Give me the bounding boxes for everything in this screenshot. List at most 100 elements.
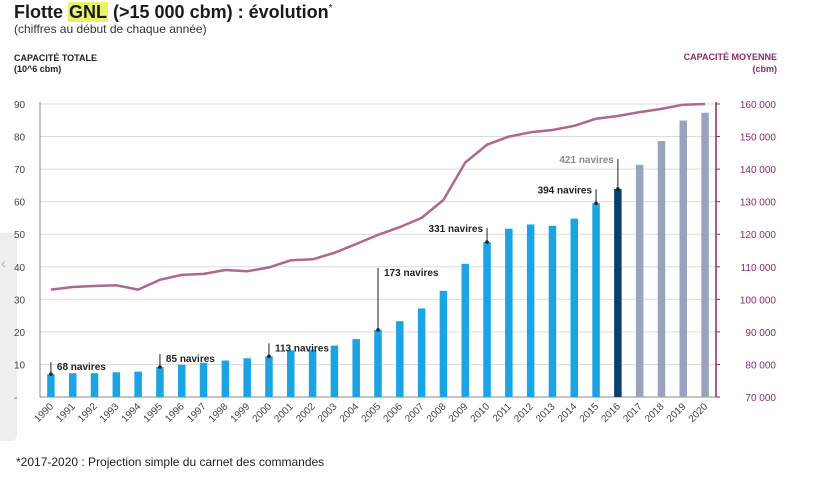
x-axis-tick-label: 2005 [360,401,384,425]
x-axis-tick-label: 2001 [272,401,296,425]
annotation-label: 394 navires [538,185,593,196]
left-axis-tick-label: 80 [14,133,26,144]
bar-1996 [177,364,186,397]
right-axis-tick-label: 120 000 [740,230,777,241]
annotation-dot [158,365,162,369]
right-axis-title: CAPACITÉ MOYENNE (cbm) [683,52,777,74]
x-axis-tick-label: 2000 [251,401,275,425]
bar-2016 [614,188,622,397]
chevron-left-icon: ‹ [1,255,6,271]
bar-1993 [112,372,121,397]
left-axis-tick-label: 30 [14,295,26,306]
bar-1991 [68,373,77,397]
x-axis-tick-label: 2011 [491,401,514,424]
left-axis-tick-label: - [14,393,17,404]
bar-2001 [287,350,295,397]
x-axis-tick-label: 1999 [229,401,253,425]
x-axis-tick-label: 2014 [556,401,580,425]
annotation-label: 331 navires [429,224,484,235]
annotation-label: 68 navires [57,362,106,373]
right-axis-tick-label: 110 000 [741,263,777,274]
left-axis-tick-label: 90 [14,100,26,111]
x-axis-tick-label: 2012 [512,401,536,425]
bar-2009 [461,263,469,397]
x-axis-tick-label: 2016 [599,401,623,425]
x-axis-tick-label: 2008 [425,401,449,425]
x-axis-tick-label: 1998 [207,401,231,425]
bar-2015 [592,203,600,397]
left-axis-tick-label: 50 [14,230,26,241]
bar-1997 [199,362,208,397]
bar-2010 [483,242,491,397]
bar-2003 [330,345,339,397]
bar-2006 [396,321,404,397]
annotation-label: 85 navires [166,354,215,365]
annotation-label: 173 navires [384,268,439,279]
bar-2007 [417,308,426,397]
right-axis-tick-label: 80 000 [745,360,776,371]
x-axis-tick-label: 2006 [381,401,405,425]
bar-1990 [47,374,55,397]
bar-2002 [308,349,317,397]
bar-2000 [265,356,273,397]
bar-2013 [548,225,557,397]
x-axis-tick-label: 1991 [54,401,78,425]
footnote: *2017-2020 : Projection simple du carnet… [16,455,325,469]
x-axis-tick-label: 2013 [534,401,558,425]
chart-title: Flotte GNL (>15 000 cbm) : évolution* [14,2,333,22]
annotation-dot [376,328,380,332]
annotation-dot [594,201,598,206]
left-axis-tick-label: 60 [14,198,26,209]
x-axis-tick-label: 2009 [447,401,471,425]
x-axis-tick-label: 2003 [316,401,340,425]
bar-2020 [701,112,709,397]
bar-2019 [679,120,688,397]
chart-area: - 10 20 30 40 50 60 70 80 90 70 000 80 000 90 000 100… [14,100,777,425]
annotation-dot [267,354,271,359]
x-axis-tick-label: 1997 [185,401,209,425]
x-axis-tick-label: 2004 [338,401,362,425]
right-axis-tick-label: 160 000 [740,100,777,111]
x-axis-tick-label: 1995 [142,401,166,425]
bar-2005 [374,329,382,397]
left-axis-tick-label: 10 [14,360,26,371]
bar-2011 [505,228,513,397]
right-axis-tick-label: 150 000 [740,133,777,144]
left-axis-tick-label: 70 [14,165,26,176]
annotation-dot [485,240,489,244]
side-panel-tab[interactable]: ‹ [0,233,17,441]
bar-1994 [134,371,142,397]
x-axis-tick-label: 1990 [33,401,57,425]
title-highlight: GNL [68,2,108,22]
bar-2018 [657,141,666,397]
bar-2014 [570,218,579,397]
right-axis-tick-label: 70 000 [745,393,776,404]
bar-1995 [156,367,164,397]
x-axis-tick-label: 2010 [469,401,493,425]
right-axis-tick-label: 90 000 [745,328,776,339]
bar-2008 [439,290,448,397]
right-axis-tick-label: 140 000 [740,165,777,176]
average-capacity-line [50,102,706,291]
x-axis-tick-label: 1993 [98,401,122,425]
left-axis-tick-label: 40 [14,263,26,274]
right-axis-tick-label: 130 000 [740,198,777,209]
x-axis-tick-label: 1996 [163,401,187,425]
annotation-dot [49,372,53,377]
x-axis-tick-label: 2015 [578,401,602,425]
x-axis-tick-label: 2007 [403,401,427,425]
x-axis-tick-label: 2017 [621,401,645,425]
bar-1998 [221,360,230,397]
annotation-dot [616,187,620,191]
left-axis-tick-label: 20 [14,328,26,339]
annotation-label: 113 navires [275,343,329,354]
left-axis-title: CAPACITÉ TOTALE (10^6 cbm) [14,53,97,74]
x-axis-tick-label: 1994 [120,401,144,425]
annotation-label: 421 navires [559,155,614,166]
x-axis-tick-label: 1992 [76,401,100,425]
bar-2004 [352,339,360,397]
chart-subtitle: (chiffres au début de chaque année) [14,22,207,36]
x-axis-tick-label: 2020 [687,401,711,425]
x-axis-tick-label: 2018 [643,401,667,425]
x-axis-tick-label: 2002 [294,401,318,425]
